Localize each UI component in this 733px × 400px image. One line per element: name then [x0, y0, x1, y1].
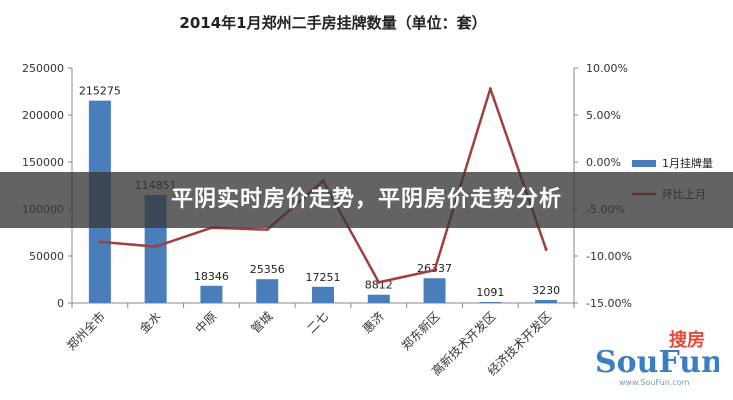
legend-bar-label: 1月挂牌量 [662, 156, 713, 170]
legend-bar-swatch [632, 160, 656, 167]
left-tick-label: 50000 [29, 250, 64, 263]
left-tick-label: 200000 [22, 109, 64, 122]
right-tick-label: 10.00% [586, 62, 628, 75]
bar-data-label: 3230 [532, 284, 560, 297]
bar-data-label: 215275 [79, 85, 121, 98]
bar-data-label: 1091 [476, 286, 504, 299]
banner-text: 平阴实时房价走势，平阴房价走势分析 [170, 187, 562, 212]
bar-3 [256, 279, 279, 303]
left-tick-label: 150000 [22, 156, 64, 169]
bar-6 [423, 278, 446, 303]
category-label: 中原 [192, 309, 220, 337]
line-point-6 [433, 268, 437, 272]
left-tick-label: 250000 [22, 62, 64, 75]
bar-7 [479, 301, 502, 303]
chart-title: 2014年1月郑州二手房挂牌数量（单位：套） [179, 14, 486, 32]
line-point-8 [544, 247, 548, 251]
category-label: 郑东新区 [398, 309, 443, 354]
bar-8 [535, 299, 558, 303]
category-label: 惠济 [359, 309, 387, 337]
bar-5 [367, 294, 390, 303]
title-banner: 平阴实时房价走势，平阴房价走势分析 [0, 172, 733, 228]
bar-data-label: 25356 [250, 263, 285, 276]
bar-data-label: 18346 [194, 270, 229, 283]
bar-2 [200, 285, 223, 303]
right-tick-label: -10.00% [586, 250, 632, 263]
line-point-5 [377, 280, 381, 284]
watermark-brand-en: SouFun [595, 345, 719, 380]
right-tick-label: 0.00% [586, 156, 621, 169]
soufun-watermark: 搜房 SouFun www.SouFun.com [589, 328, 719, 388]
line-segment-0 [98, 240, 157, 248]
line-segment-2 [210, 226, 269, 231]
watermark-url: www.SouFun.com [619, 378, 690, 387]
watermark-brand-cn: 搜房 [669, 329, 705, 351]
category-label: 二七 [304, 309, 331, 336]
bar-data-label: 17251 [306, 271, 341, 284]
category-label: 金水 [136, 309, 164, 337]
line-point-7 [488, 87, 492, 91]
line-point-0 [98, 240, 102, 244]
right-tick-label: 5.00% [586, 109, 621, 122]
line-segment-1 [154, 226, 213, 248]
bar-4 [312, 286, 334, 303]
category-label: 管城 [248, 309, 276, 337]
left-tick-label: 0 [57, 297, 64, 310]
line-point-1 [154, 245, 158, 249]
right-tick-label: -15.00% [586, 297, 632, 310]
line-segment-5 [377, 268, 436, 284]
line-point-3 [265, 228, 269, 232]
category-label: 郑州全市 [63, 309, 108, 354]
